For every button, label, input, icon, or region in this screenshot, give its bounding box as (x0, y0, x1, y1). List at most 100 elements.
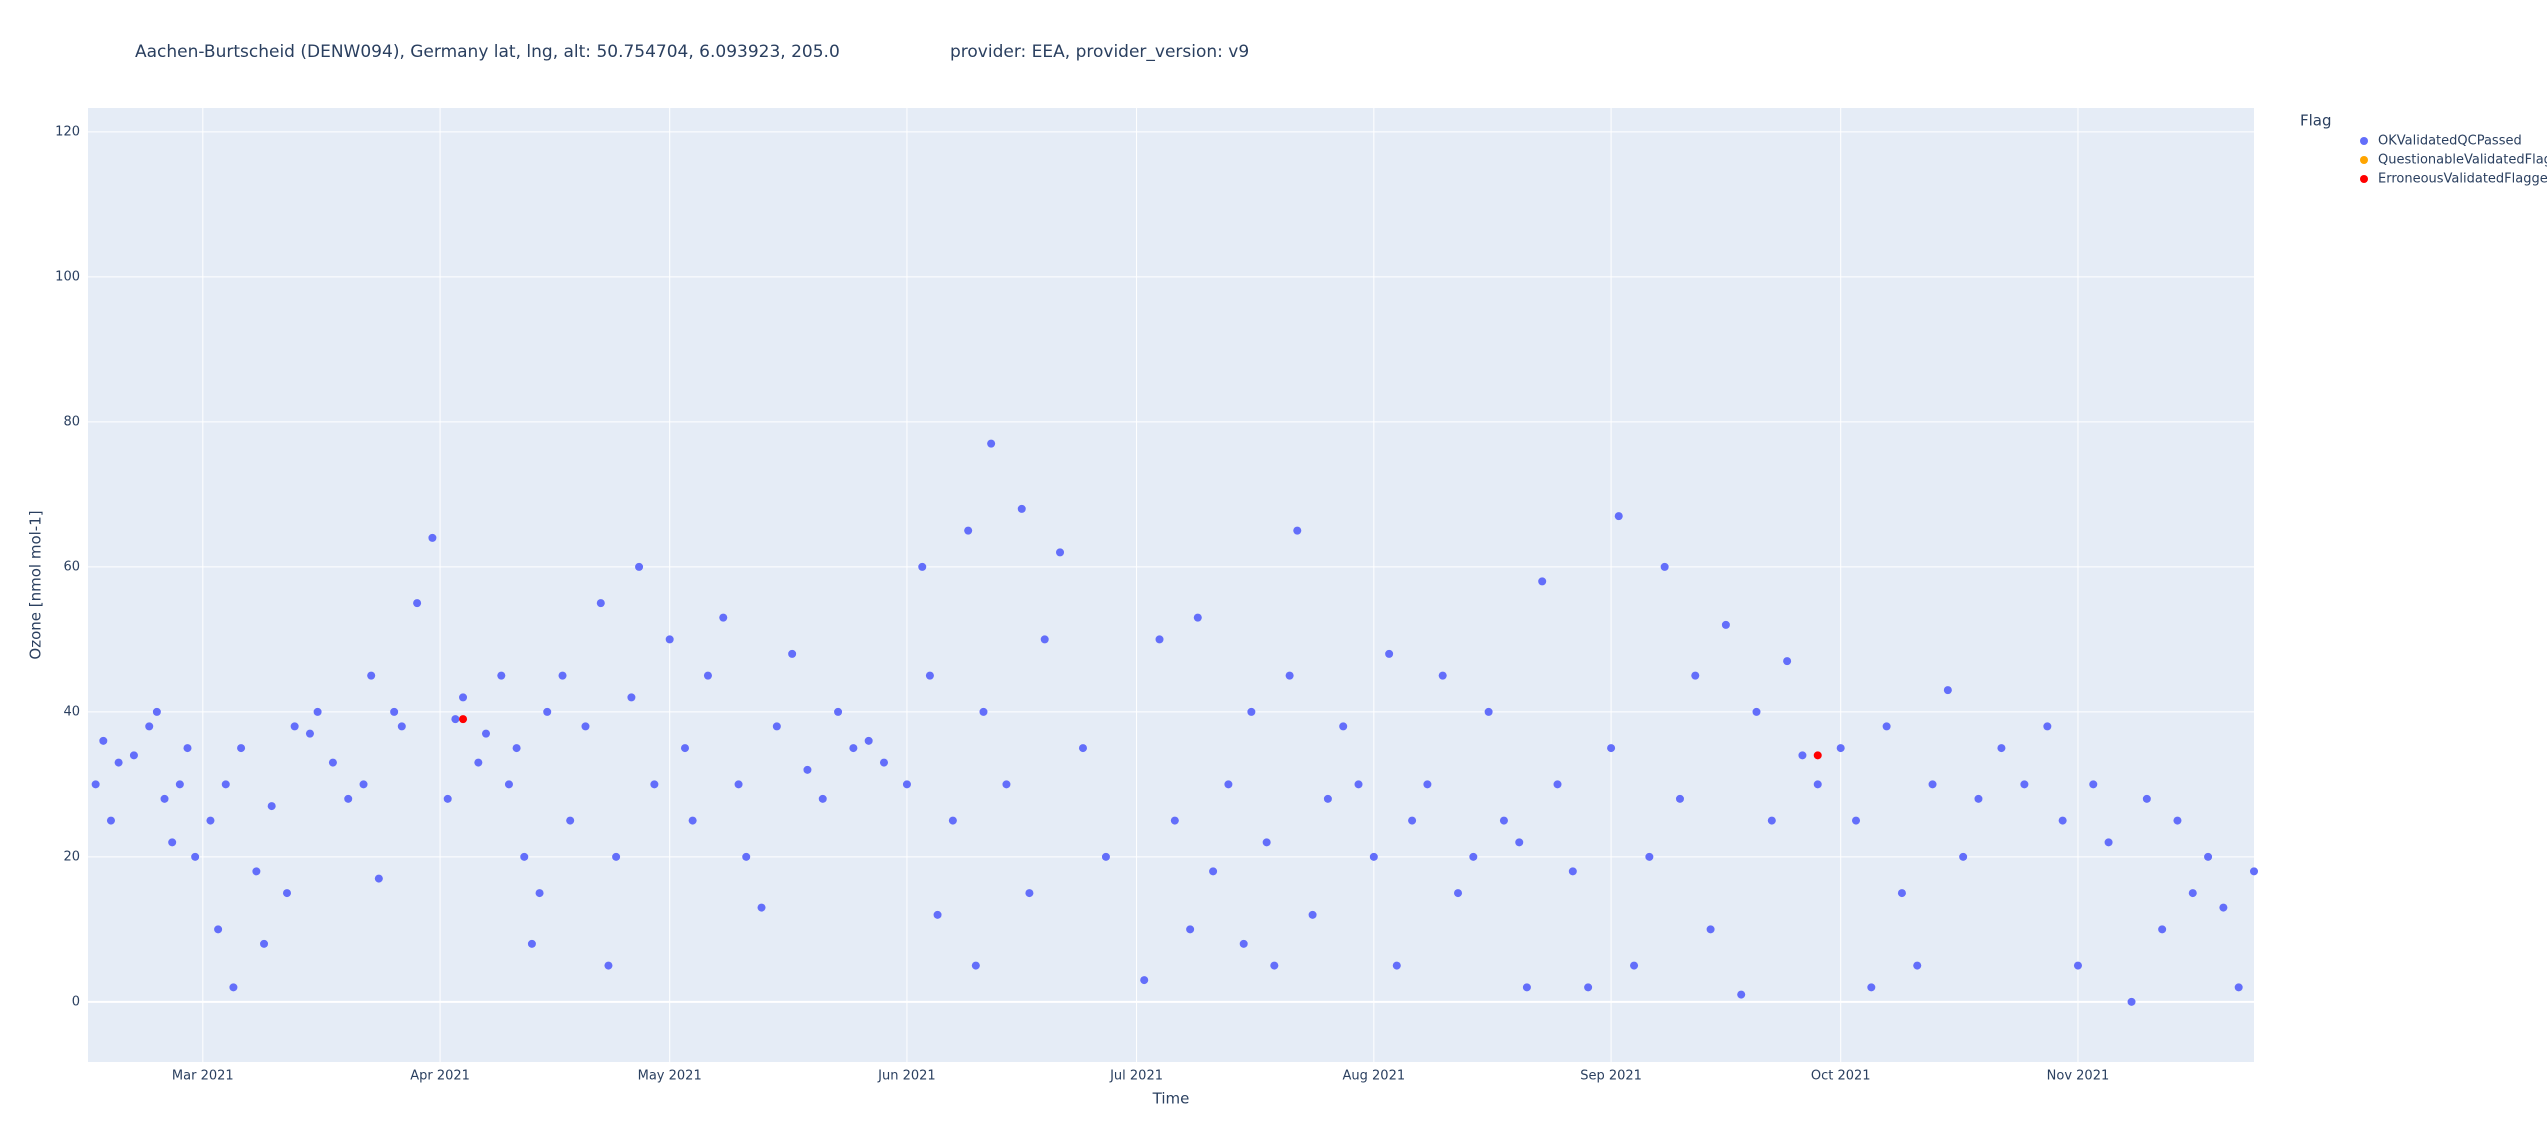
data-point (1645, 852, 1654, 861)
data-point (1155, 635, 1164, 644)
data-point (1140, 976, 1149, 985)
marks (91, 439, 2258, 1006)
data-point (2158, 925, 2167, 934)
data-point (99, 736, 108, 745)
data-point (1974, 794, 1983, 803)
data-point (1852, 816, 1861, 825)
legend-marker (2360, 137, 2368, 145)
data-point (2058, 816, 2067, 825)
data-point (1499, 816, 1508, 825)
y-tick-label: 40 (63, 704, 80, 719)
data-point (237, 744, 246, 753)
data-point (1568, 867, 1577, 876)
data-point (879, 758, 888, 767)
data-point (451, 715, 460, 724)
data-point (413, 599, 422, 608)
data-point (1584, 983, 1593, 992)
data-point (1186, 925, 1195, 934)
data-point (504, 780, 513, 789)
data-point (2142, 794, 2151, 803)
data-point (481, 729, 490, 738)
legend-label: QuestionableValidatedFlagged (2378, 153, 2547, 168)
data-point (459, 693, 468, 702)
data-point (1354, 780, 1363, 789)
data-point (168, 838, 177, 847)
data-point (328, 758, 337, 767)
data-point (979, 707, 988, 716)
data-point (1607, 744, 1616, 753)
data-point (1308, 910, 1317, 919)
data-point (543, 707, 552, 716)
data-point (1002, 780, 1011, 789)
data-point (1056, 548, 1065, 557)
data-point (1836, 744, 1845, 753)
data-point (2219, 903, 2228, 912)
chart-subtitle: provider: EEA, provider_version: v9 (950, 42, 1249, 62)
legend-title: Flag (2300, 112, 2332, 130)
y-tick-label: 80 (63, 414, 80, 429)
data-point (1469, 852, 1478, 861)
data-point (987, 439, 996, 448)
data-point (152, 707, 161, 716)
data-point (527, 939, 536, 948)
data-point (834, 707, 843, 716)
data-point (1454, 889, 1463, 898)
x-tick-label: May 2021 (638, 1069, 702, 1084)
data-point (596, 599, 605, 608)
data-point (474, 758, 483, 767)
x-tick-label: Oct 2021 (1811, 1069, 1871, 1084)
data-point (183, 744, 192, 753)
legend-marker (2360, 156, 2368, 164)
legend-marker (2360, 175, 2368, 183)
data-point (2073, 961, 2082, 970)
data-point (520, 852, 529, 861)
data-point (604, 961, 613, 970)
x-tick-label: Nov 2021 (2047, 1069, 2110, 1084)
data-point (933, 910, 942, 919)
data-point (2104, 838, 2113, 847)
data-point (1040, 635, 1049, 644)
data-point (1630, 961, 1639, 970)
data-point (1339, 722, 1348, 731)
data-point (1706, 925, 1715, 934)
data-point (1017, 504, 1026, 513)
y-axis-title: Ozone [nmol mol-1] (27, 510, 45, 659)
data-point (665, 635, 674, 644)
data-point (397, 722, 406, 731)
data-point (612, 852, 621, 861)
data-point (206, 816, 215, 825)
data-point (114, 758, 123, 767)
data-point (1721, 620, 1730, 629)
y-tick-label: 100 (55, 269, 80, 284)
data-point (390, 707, 399, 716)
data-point (1882, 722, 1891, 731)
data-point (1484, 707, 1493, 716)
data-point (1392, 961, 1401, 970)
data-point (129, 751, 138, 760)
data-point (313, 707, 322, 716)
data-point (635, 562, 644, 571)
data-point (1767, 816, 1776, 825)
data-point (1193, 613, 1202, 622)
data-point (788, 649, 797, 658)
data-point (2188, 889, 2197, 898)
data-point (1438, 671, 1447, 680)
data-point (214, 925, 223, 934)
data-point (1959, 852, 1968, 861)
data-point (1423, 780, 1432, 789)
data-point (680, 744, 689, 753)
data-point (1285, 671, 1294, 680)
data-point (2204, 852, 2213, 861)
data-point (1522, 983, 1531, 992)
data-point (558, 671, 567, 680)
data-point (627, 693, 636, 702)
data-point (145, 722, 154, 731)
data-point (1101, 852, 1110, 861)
data-point (428, 533, 437, 542)
plot-area (88, 108, 2254, 1062)
data-point (1209, 867, 1218, 876)
data-point (703, 671, 712, 680)
y-tick-label: 20 (63, 849, 80, 864)
data-point (1913, 961, 1922, 970)
